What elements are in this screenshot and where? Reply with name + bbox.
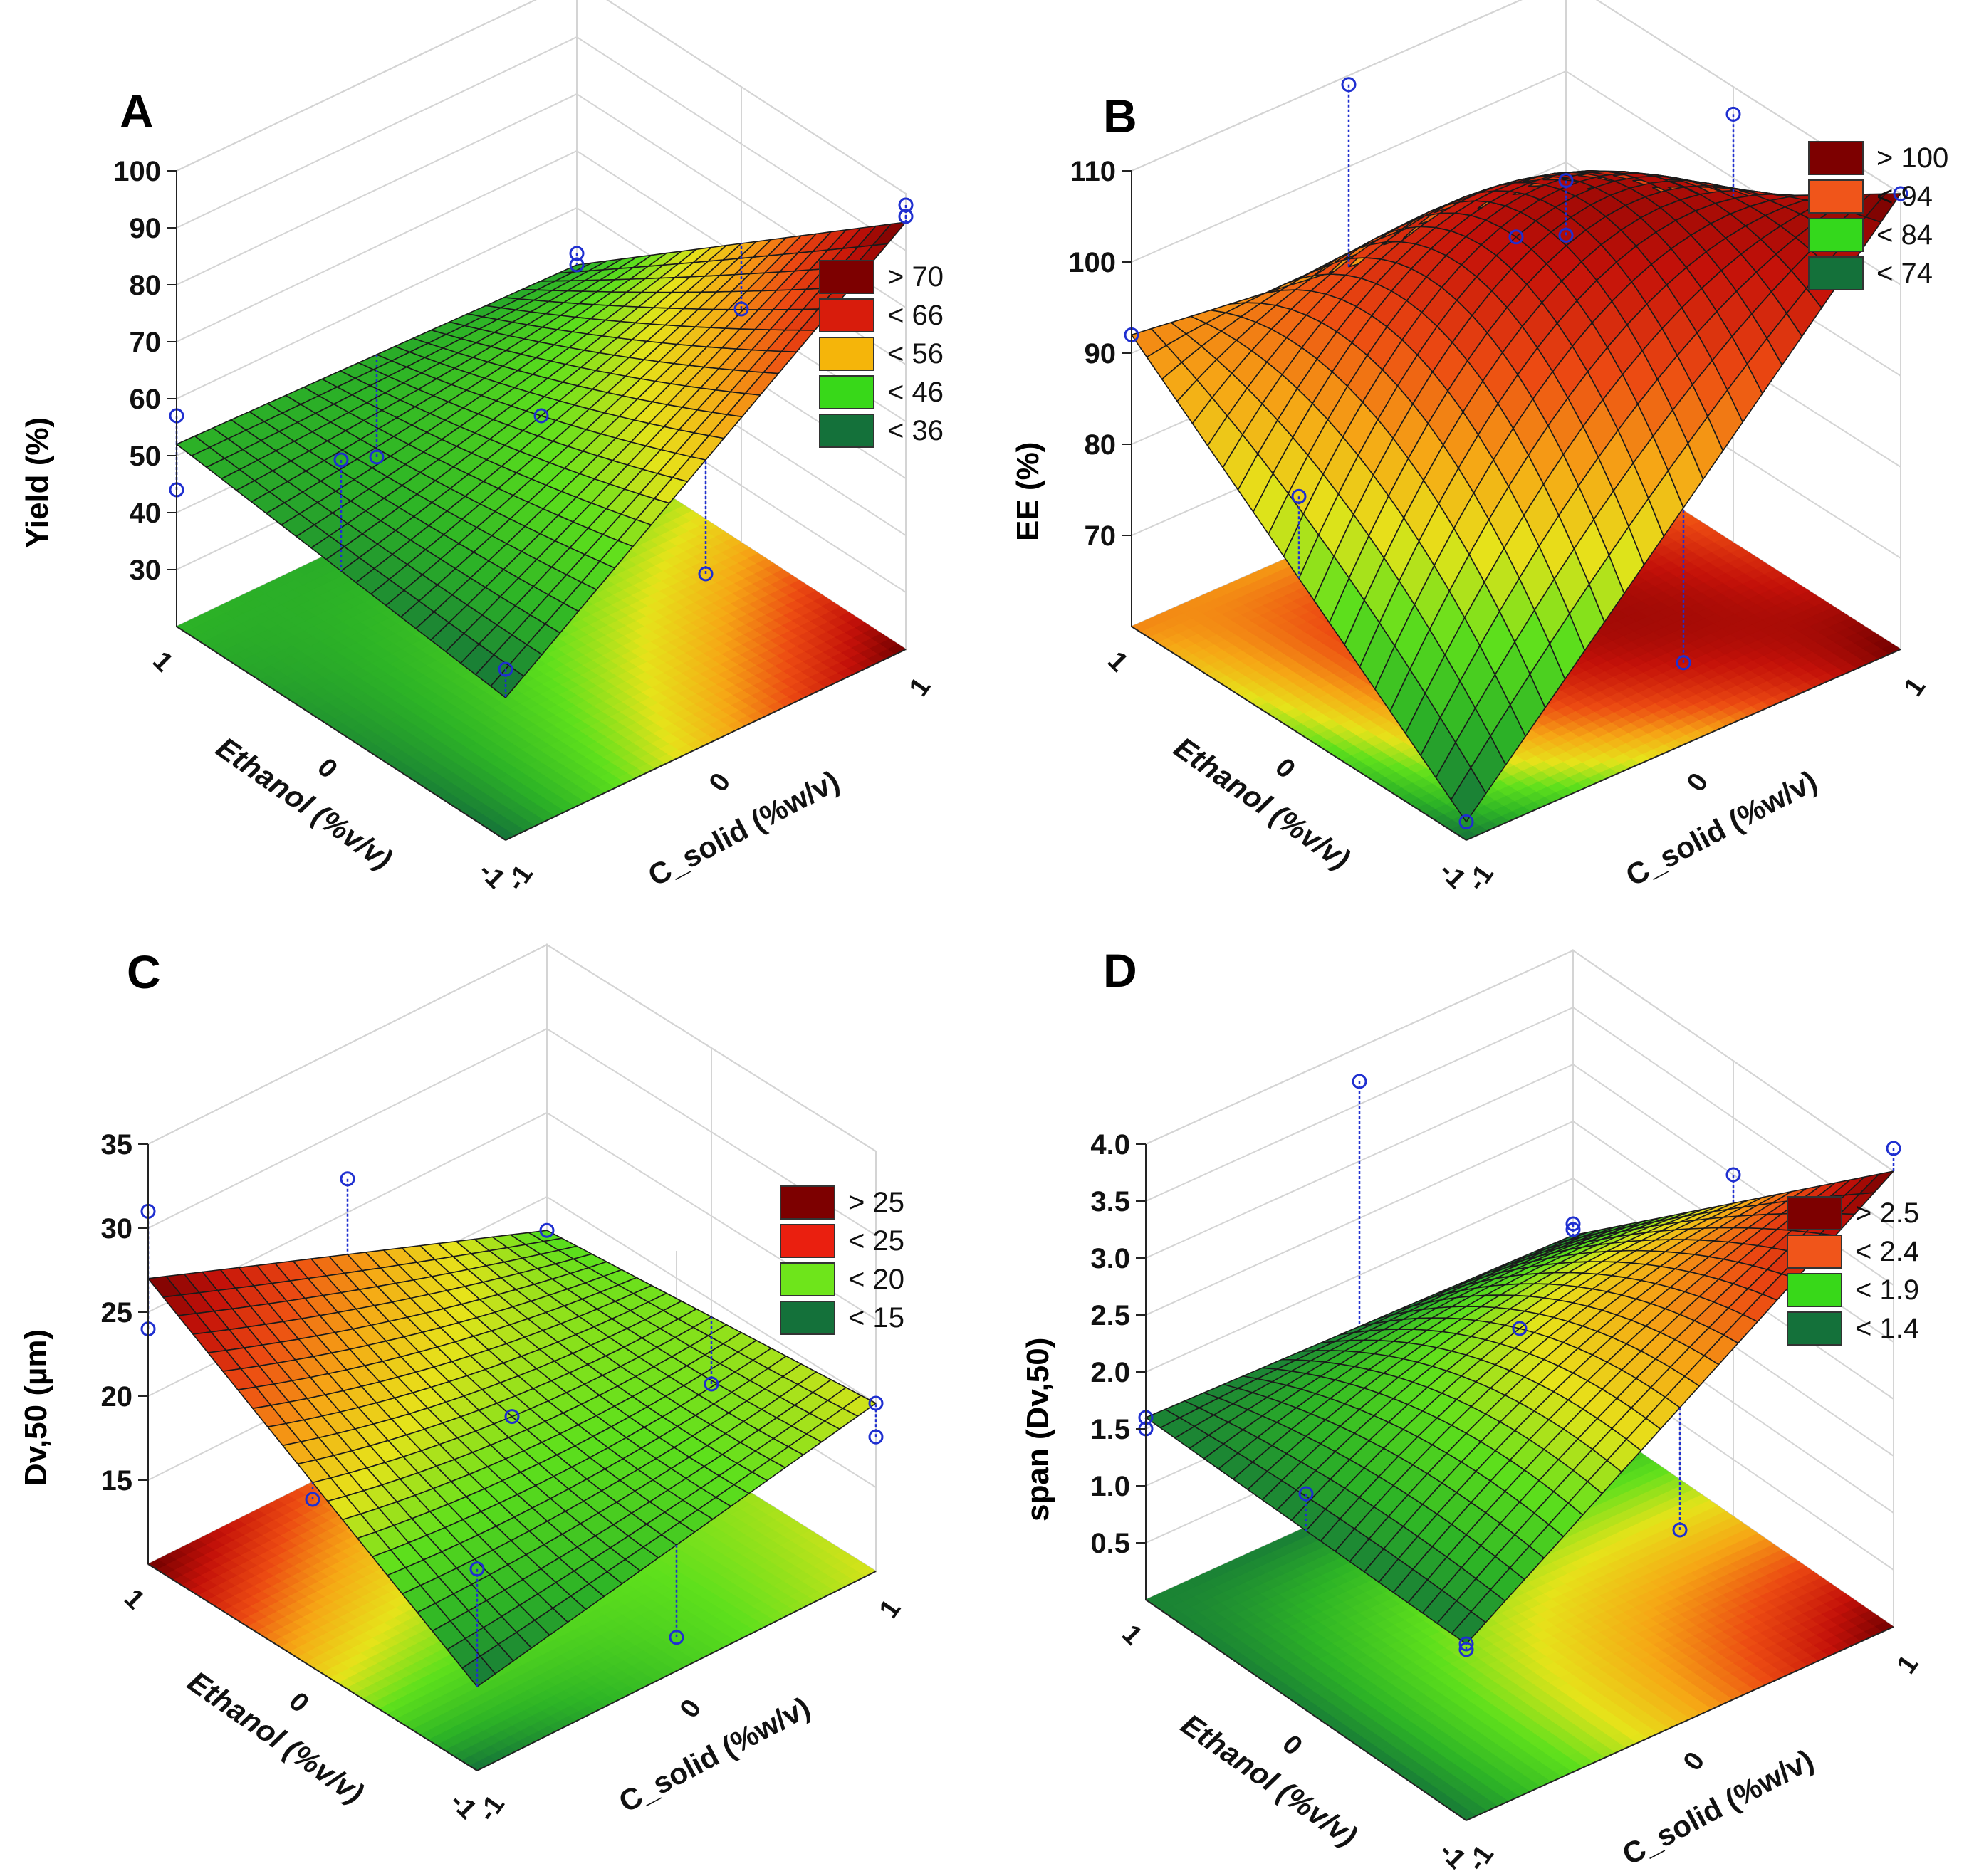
legend-swatch	[819, 260, 874, 294]
legend-item: < 84	[1808, 216, 1948, 254]
z-tick-label: 110	[1070, 156, 1116, 187]
data-point	[333, 452, 349, 468]
legend-label: < 46	[887, 376, 944, 408]
z-gridline	[1131, 0, 1901, 194]
panel-letter-b: B	[1103, 90, 1137, 142]
x-axis-line	[1131, 626, 1467, 841]
data-point	[1893, 186, 1908, 201]
z-axis-label-b: EE (%)	[1011, 441, 1045, 541]
legend-swatch	[1808, 256, 1864, 290]
data-point	[733, 301, 749, 317]
x-tick-label: 0	[1269, 753, 1301, 785]
legend-swatch	[1808, 141, 1864, 175]
z-tick-label: 80	[130, 270, 162, 301]
legend-swatch	[819, 375, 874, 409]
legend-swatch	[819, 298, 874, 332]
z-tick-label: 70	[1085, 520, 1117, 552]
legend-label: < 56	[887, 337, 944, 370]
data-point	[1725, 106, 1741, 122]
data-point	[898, 197, 914, 213]
y-tick-label: 0	[1681, 767, 1715, 797]
surface	[1131, 170, 1901, 823]
legend-label: > 100	[1876, 142, 1949, 174]
y-tick-label: -1	[1461, 859, 1500, 896]
data-point	[1458, 814, 1474, 829]
z-gridline	[176, 0, 907, 194]
z-tick-label: 90	[130, 213, 162, 244]
legend-label: < 84	[1876, 219, 1933, 251]
surface-cell	[872, 221, 907, 246]
x-tick-label: 1	[147, 646, 179, 678]
y-axis-title: C_solid (%w/v)	[642, 764, 845, 893]
x-tick-label: 0	[311, 753, 343, 785]
z-tick-label: 90	[1085, 338, 1117, 370]
z-tick-label: 80	[1085, 429, 1117, 461]
data-point	[1676, 655, 1691, 671]
data-points	[1124, 77, 1908, 829]
y-tick-label: 1	[904, 672, 937, 701]
panel-letter-a: A	[120, 85, 154, 137]
y-tick-label: 0	[704, 767, 737, 797]
x-axis-line	[176, 626, 506, 841]
y-axis-title: C_solid (%w/v)	[1620, 764, 1822, 893]
legend-swatch	[1808, 218, 1864, 252]
legend-swatch	[1808, 179, 1864, 214]
data-point	[369, 449, 385, 465]
legend-swatch	[819, 414, 874, 448]
legend-a: > 70 < 66 < 56 < 46 < 36	[819, 258, 944, 450]
z-axis-label-a: Yield (%)	[20, 416, 55, 548]
panel-b: 70 80 90 100 110 -1 0 1 -1 0 1 Ethanol (%v/v) C_soli…	[989, 0, 1978, 938]
z-tick-label: 50	[130, 441, 162, 472]
legend-label: < 66	[887, 299, 944, 331]
data-point	[1558, 173, 1574, 189]
data-point	[1558, 227, 1574, 243]
z-tick-label: 30	[130, 555, 162, 586]
y-tick-label: 1	[1899, 672, 1932, 701]
legend-label: > 70	[887, 261, 944, 293]
legend-swatch	[819, 337, 874, 371]
surface-cell	[1865, 193, 1901, 223]
data-point	[698, 566, 714, 582]
z-tick-label: 100	[1068, 247, 1116, 278]
y-axis-line	[505, 649, 907, 841]
y-axis-line	[1466, 649, 1901, 841]
panel-c: 15 20 25 30 35 -1 0 1 -1 0 1 Ethanol (%v/v) C_solid …	[0, 938, 989, 1875]
data-point	[1291, 488, 1307, 504]
z-tick-label: 100	[113, 156, 161, 187]
legend-item: > 70	[819, 258, 944, 296]
panel-a: 30 40 50 60 70 80 90 100 -1 0 1 -1 0 1 Ethanol (%v/v) C…	[0, 0, 989, 938]
legend-item: < 36	[819, 412, 944, 450]
y-tick-label: -1	[501, 859, 539, 896]
legend-label: < 74	[1876, 257, 1933, 289]
legend-label: < 36	[887, 414, 944, 446]
data-point	[533, 408, 549, 424]
legend-item: < 46	[819, 373, 944, 412]
data-point	[569, 257, 585, 273]
data-point	[569, 246, 585, 261]
z-tick-label: 70	[130, 327, 162, 358]
legend-item: < 74	[1808, 254, 1948, 293]
data-point	[498, 661, 513, 677]
legend-item: > 100	[1808, 139, 1948, 177]
surface	[176, 221, 907, 698]
data-point	[1341, 77, 1357, 93]
legend-item: < 66	[819, 296, 944, 335]
legend-item: < 56	[819, 335, 944, 373]
data-point	[1508, 229, 1524, 245]
z-tick-label: 40	[130, 498, 162, 529]
legend-item: < 94	[1808, 177, 1948, 216]
data-points	[169, 197, 914, 698]
x-tick-label: 1	[1102, 646, 1134, 678]
z-tick-label: 60	[130, 384, 162, 415]
legend-b: > 100 < 94 < 84 < 74	[1808, 139, 1948, 293]
legend-label: < 94	[1876, 180, 1933, 212]
data-point	[898, 209, 914, 224]
